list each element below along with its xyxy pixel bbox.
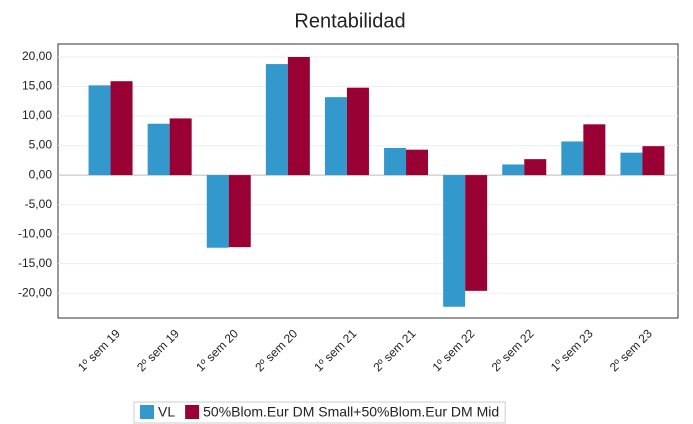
bar [561,141,584,176]
x-tick-label: 2º sem 23 [607,326,655,374]
bar [583,124,606,176]
bar [169,118,192,176]
x-tick-label: 2º sem 19 [134,326,182,374]
y-tick-label: 0,00 [29,167,53,181]
legend: VL 50%Blom.Eur DM Small+50%Blom.Eur DM Mi… [133,401,506,424]
x-tick-label: 2º sem 22 [489,326,537,374]
bar [642,146,665,176]
y-tick-label: 5,00 [29,138,53,152]
x-tick-label: 1º sem 23 [548,326,596,374]
y-tick-label: -5,00 [25,197,53,211]
legend-label: 50%Blom.Eur DM Small+50%Blom.Eur DM Mid [203,404,499,420]
bar [88,85,111,176]
bar [228,175,251,248]
bar [346,87,369,176]
y-tick-label: -20,00 [18,285,52,299]
legend-swatch [140,405,154,419]
bar [265,64,288,176]
bar [147,123,170,176]
bar [206,175,229,248]
y-tick-label: 15,00 [22,79,52,93]
legend-swatch [185,405,200,419]
x-tick-label: 1º sem 19 [75,326,123,374]
bar [443,175,466,307]
bar [287,56,310,176]
x-tick-label: 2º sem 20 [252,326,300,374]
bar [324,97,347,176]
bar [465,175,488,291]
plot-frame [57,43,679,319]
chart-title: Rentabilidad [294,10,405,32]
legend-frame [133,401,506,424]
x-tick-label: 1º sem 21 [311,326,359,374]
bar [524,159,547,176]
x-tick-label: 1º sem 20 [193,326,241,374]
y-tick-label: 20,00 [22,49,52,63]
y-tick-label: -15,00 [18,256,52,270]
y-tick-label: 10,00 [22,108,52,122]
x-tick-label: 2º sem 21 [371,326,419,374]
bar [384,147,407,176]
y-tick-label: -10,00 [18,226,52,240]
bar [406,149,429,176]
legend-label: VL [158,404,175,420]
bar [110,81,133,176]
bar [620,152,643,176]
bar [502,164,525,176]
x-tick-label: 1º sem 22 [430,326,478,374]
